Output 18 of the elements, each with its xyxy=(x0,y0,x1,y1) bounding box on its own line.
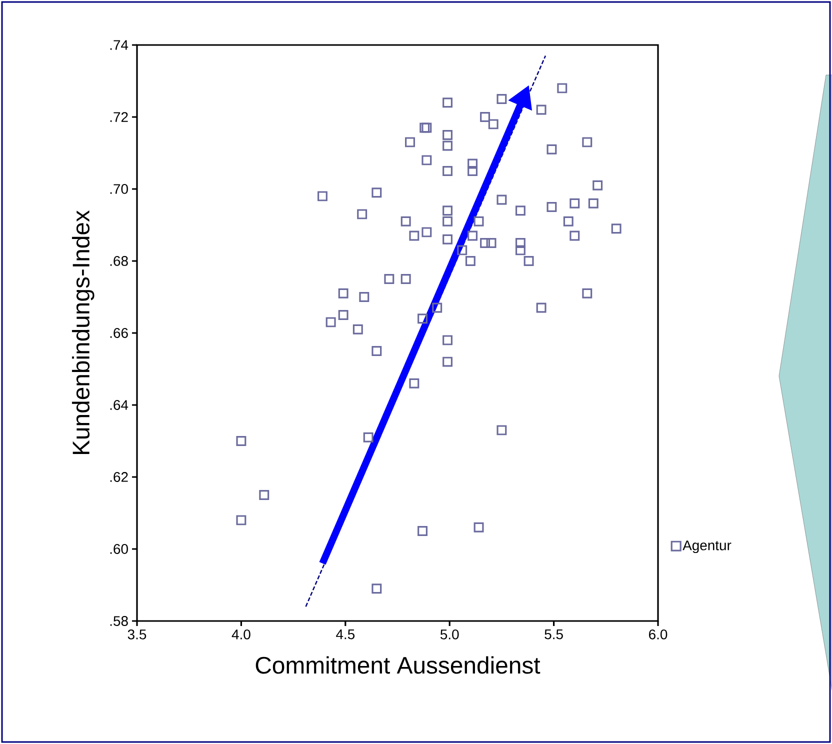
y-tick-label: .66 xyxy=(110,328,128,338)
y-tick-label: .62 xyxy=(110,472,128,482)
y-axis-title: Kundenbindungs-Index xyxy=(72,210,94,454)
x-tick-label: 3.5 xyxy=(128,629,146,640)
y-tick-label: .64 xyxy=(110,400,128,410)
y-tick-label: .58 xyxy=(110,616,128,626)
y-tick-label: .60 xyxy=(110,544,128,554)
y-tick-label: .70 xyxy=(110,184,128,194)
x-tick-label: 4.0 xyxy=(232,629,250,640)
x-axis-title: Commitment Aussendienst xyxy=(256,656,540,674)
x-tick-label: 6.0 xyxy=(649,629,668,640)
y-tick-label: .74 xyxy=(110,40,128,50)
x-tick-label: 4.5 xyxy=(336,630,355,640)
y-tick-label: .68 xyxy=(110,256,128,266)
legend-label: Agentur xyxy=(682,540,732,554)
x-tick-label: 5.5 xyxy=(544,630,563,640)
x-tick-label: 5.0 xyxy=(440,629,459,640)
y-tick-label: .72 xyxy=(110,112,128,122)
